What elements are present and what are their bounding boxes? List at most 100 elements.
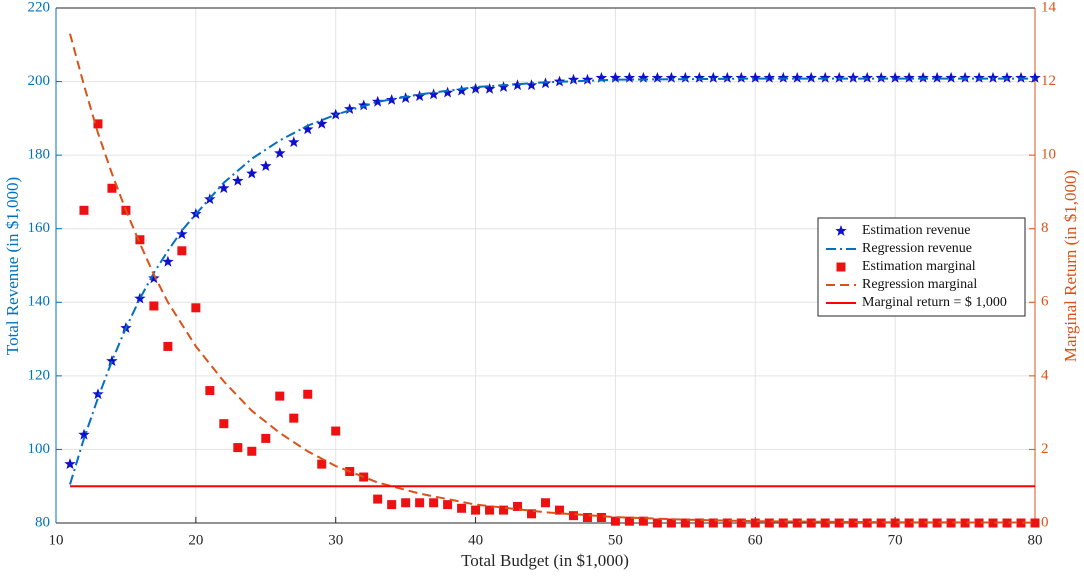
star-marker [497,81,510,92]
star-marker [358,99,370,111]
square-marker [275,391,285,401]
star-marker [693,71,705,83]
square-marker [93,119,103,129]
legend-box [817,217,1026,317]
star-marker [791,71,803,83]
x-tick-label: 40 [468,532,483,548]
square-marker [890,518,900,528]
star-marker [344,103,356,114]
square-marker [820,518,830,528]
y-tick-label: 180 [28,147,51,163]
star-marker [875,71,887,83]
square-marker [149,301,159,311]
legend-label: Regression marginal [862,277,977,292]
star-marker [665,71,678,83]
y2-tick-label: 12 [1041,73,1056,89]
square-marker [960,518,970,528]
star-marker [386,94,398,105]
square-marker [836,262,846,272]
y2-tick-label: 14 [1041,0,1057,15]
star-marker [469,82,482,94]
star-marker [413,90,426,102]
star-marker [218,182,230,194]
square-marker [429,498,439,508]
square-marker [499,505,509,515]
x-tick-label: 30 [328,532,343,548]
y-tick-label: 200 [28,73,51,89]
star-marker [106,355,118,366]
square-marker [638,516,648,526]
square-marker [1002,518,1012,528]
square-marker [1030,518,1040,528]
star-marker [134,292,146,304]
star-marker [609,71,622,83]
square-marker [303,389,313,399]
star-marker [525,79,538,91]
star-marker [945,71,957,83]
square-marker [736,518,746,528]
square-marker [261,433,271,443]
star-marker [721,71,733,83]
legend-label: Estimation revenue [862,223,970,238]
square-marker [946,518,956,528]
square-marker [541,498,550,508]
square-marker [848,518,858,528]
star-marker [441,86,454,98]
square-marker [708,518,718,528]
square-marker [513,501,523,511]
square-marker [457,503,467,513]
x-tick-label: 60 [748,532,763,548]
star-marker [679,71,692,83]
square-marker [764,518,774,528]
y2-tick-label: 10 [1041,147,1056,163]
square-marker [834,518,844,528]
y-tick-label: 100 [28,441,51,457]
square-marker [191,303,201,313]
square-marker [778,518,788,528]
star-marker [274,147,286,159]
x-tick-label: 70 [888,532,903,548]
star-marker [1029,71,1041,83]
star-marker [805,71,817,83]
square-marker [471,505,481,515]
star-marker [316,117,328,129]
square-marker [666,518,676,528]
y-axis-label: Total Revenue (in $1,000) [3,177,22,355]
square-marker [554,505,564,515]
star-marker [959,71,971,83]
square-marker [624,516,634,526]
square-marker [373,494,383,504]
star-marker [427,88,440,100]
square-marker [974,518,984,528]
star-marker [889,71,901,83]
y2-axis-label: Marginal Return (in $1,000) [1061,170,1080,362]
y-tick-label: 140 [28,294,51,310]
square-marker [1016,518,1026,528]
star-marker [162,255,174,267]
x-axis-label: Total Budget (in $1,000) [461,551,629,570]
star-marker [707,71,719,83]
star-marker [581,73,594,85]
star-marker [78,428,90,440]
square-marker [443,500,453,510]
square-marker [527,509,537,519]
series-line [69,33,1036,524]
square-marker [694,518,704,528]
square-marker [722,518,732,528]
square-marker [205,386,215,396]
square-marker [317,459,327,469]
star-marker [833,71,845,83]
star-marker [987,71,999,83]
square-marker [247,446,257,456]
y-tick-label: 80 [35,514,50,530]
star-marker [64,458,76,469]
star-marker [148,272,160,284]
star-marker [777,71,789,83]
square-marker [289,413,299,423]
square-marker [233,443,243,453]
star-marker [637,71,650,83]
square-marker [219,419,229,429]
star-marker [623,71,636,83]
star-marker [1015,71,1027,83]
